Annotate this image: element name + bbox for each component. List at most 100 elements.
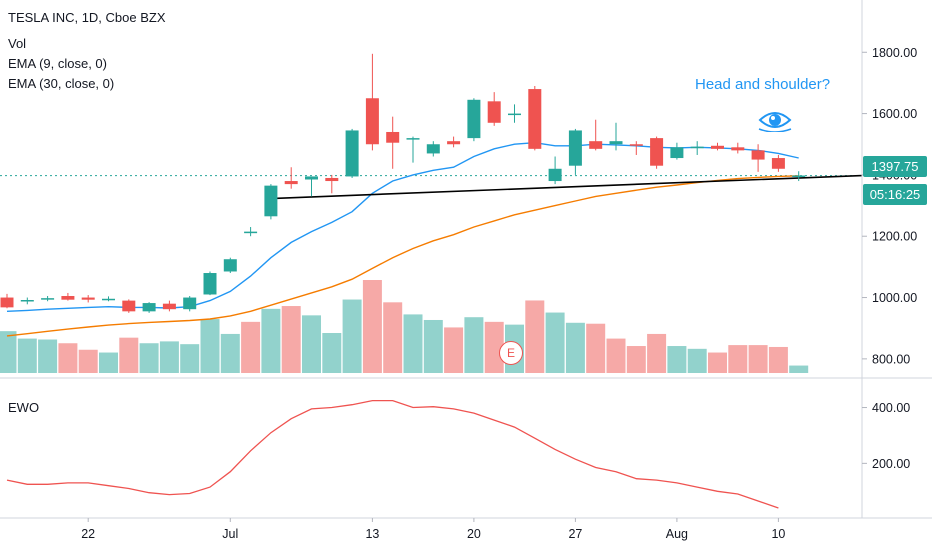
ewo-tick-label: 400.00 [872, 401, 910, 415]
candle [305, 176, 318, 197]
volume-bar [342, 299, 362, 373]
annotation-text[interactable]: Head and shoulder? [695, 76, 831, 93]
candle-body [568, 130, 582, 166]
candle-body [20, 300, 34, 302]
candle [731, 142, 745, 154]
candle-body [345, 130, 359, 177]
candle-body [0, 297, 14, 308]
volume-bar [403, 314, 423, 373]
candle-body [284, 181, 298, 185]
volume-bar [789, 365, 809, 373]
time-tick-label: 27 [568, 527, 582, 541]
volume-bar [119, 337, 139, 373]
candle-body [426, 144, 440, 154]
volume-bar [0, 331, 17, 373]
candle-body [771, 158, 785, 169]
candle-body [447, 141, 461, 145]
volume-bar [261, 308, 281, 373]
candle [568, 128, 582, 175]
candle [406, 136, 420, 163]
candle-body [589, 141, 603, 149]
candle [650, 136, 664, 169]
candle-body [731, 147, 745, 151]
earnings-marker[interactable]: E [499, 341, 523, 365]
price-axis[interactable]: 800.001000.001200.001400.001600.001800.0… [862, 46, 917, 367]
candle-body [183, 297, 197, 310]
last-price-tag[interactable]: 1397.75 [863, 156, 927, 177]
candle-body [223, 259, 237, 272]
candle [223, 257, 237, 274]
ewo-axis[interactable]: 200.00 400.00 [862, 401, 910, 471]
volume-bar [281, 306, 301, 373]
legend-vol[interactable]: Vol [8, 36, 27, 51]
volume-bar [241, 321, 261, 373]
candle [508, 104, 521, 123]
candle-body [487, 101, 501, 123]
candle [0, 293, 14, 309]
time-tick-label: 13 [365, 527, 379, 541]
candle-body [386, 131, 400, 143]
volume-bar [423, 319, 443, 373]
time-tick-label: 22 [81, 527, 95, 541]
volume-bar [728, 345, 748, 373]
candle [20, 297, 34, 305]
eye-icon[interactable] [758, 108, 792, 132]
volume-bar [220, 333, 240, 373]
volume-bar [545, 312, 565, 373]
candle [792, 171, 806, 182]
candle-body [670, 147, 684, 159]
volume-bar [606, 338, 626, 373]
candle-body [792, 175, 806, 178]
neckline-trendline[interactable] [270, 174, 863, 200]
legend-ewo[interactable]: EWO [8, 400, 40, 415]
volume-bar [768, 346, 788, 373]
time-tick-label: 20 [467, 527, 481, 541]
candle-body [548, 168, 562, 182]
volume-bar [464, 317, 484, 373]
candle [102, 296, 115, 302]
candle [244, 227, 258, 237]
candle-body [41, 298, 55, 300]
candle-body [244, 231, 258, 234]
candle-body [365, 98, 379, 145]
candle-body [690, 146, 704, 149]
legend-ema9[interactable]: EMA (9, close, 0) [8, 56, 107, 71]
candle-body [81, 297, 95, 300]
candle-body [508, 113, 521, 116]
legend-ema30[interactable]: EMA (30, close, 0) [8, 76, 115, 91]
candle-body [528, 89, 542, 149]
candle [345, 128, 359, 178]
volume-bars [0, 280, 809, 373]
volume-bar [647, 333, 667, 373]
ewo-tick-label: 200.00 [872, 457, 910, 471]
candle [61, 292, 75, 301]
candle [690, 141, 704, 155]
volume-bar [180, 344, 200, 373]
candle [325, 174, 339, 194]
candles [0, 53, 806, 313]
time-axis[interactable]: 22 Jul 13 20 27 Aug 10 [81, 518, 785, 541]
volume-bar [565, 322, 585, 373]
volume-bar [362, 280, 382, 373]
volume-bar [58, 343, 78, 373]
candle-body [325, 177, 339, 182]
candle [487, 92, 501, 126]
price-tick-label: 1000.00 [872, 291, 917, 305]
volume-bar [139, 343, 159, 373]
candle [162, 300, 176, 312]
price-tick-label: 1600.00 [872, 107, 917, 121]
volume-bar [383, 302, 403, 373]
candle [386, 116, 400, 169]
candle [771, 154, 785, 172]
candle-body [467, 99, 481, 139]
volume-bar [586, 323, 606, 373]
chart-title[interactable]: TESLA INC, 1D, Cboe BZX [8, 10, 166, 25]
candle [467, 98, 481, 142]
volume-bar [38, 339, 58, 373]
time-tick-label: Aug [666, 527, 688, 541]
ewo-line [6, 399, 779, 509]
candle [142, 302, 156, 313]
volume-bar [484, 321, 504, 373]
volume-bar [200, 319, 220, 373]
